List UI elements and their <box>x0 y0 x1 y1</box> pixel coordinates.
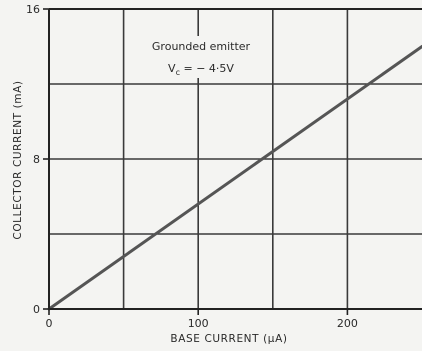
annotation-background <box>133 36 269 78</box>
x-tick-label-100: 100 <box>188 317 209 330</box>
annotation-subscript: c <box>176 68 180 77</box>
annotation-equation: = − 4·5V <box>180 62 234 75</box>
y-tick-label-8: 8 <box>33 153 40 166</box>
series-line-0 <box>47 45 422 311</box>
annotation-line-2: Vc = − 4·5V <box>168 62 234 77</box>
y-axis-title: COLLECTOR CURRENT (mA) <box>12 80 24 239</box>
series-layer <box>47 45 422 311</box>
annotation-line-1: Grounded emitter <box>152 40 251 53</box>
y-tick-label-16: 16 <box>26 3 40 16</box>
x-axis-title: BASE CURRENT (μA) <box>170 333 287 345</box>
annotation-symbol: V <box>168 62 176 75</box>
y-tick-label-0: 0 <box>33 303 40 316</box>
x-tick-label-0: 0 <box>46 317 53 330</box>
tick-labels: 0 100 200 0 8 16 <box>26 3 358 330</box>
x-tick-label-200: 200 <box>337 317 358 330</box>
